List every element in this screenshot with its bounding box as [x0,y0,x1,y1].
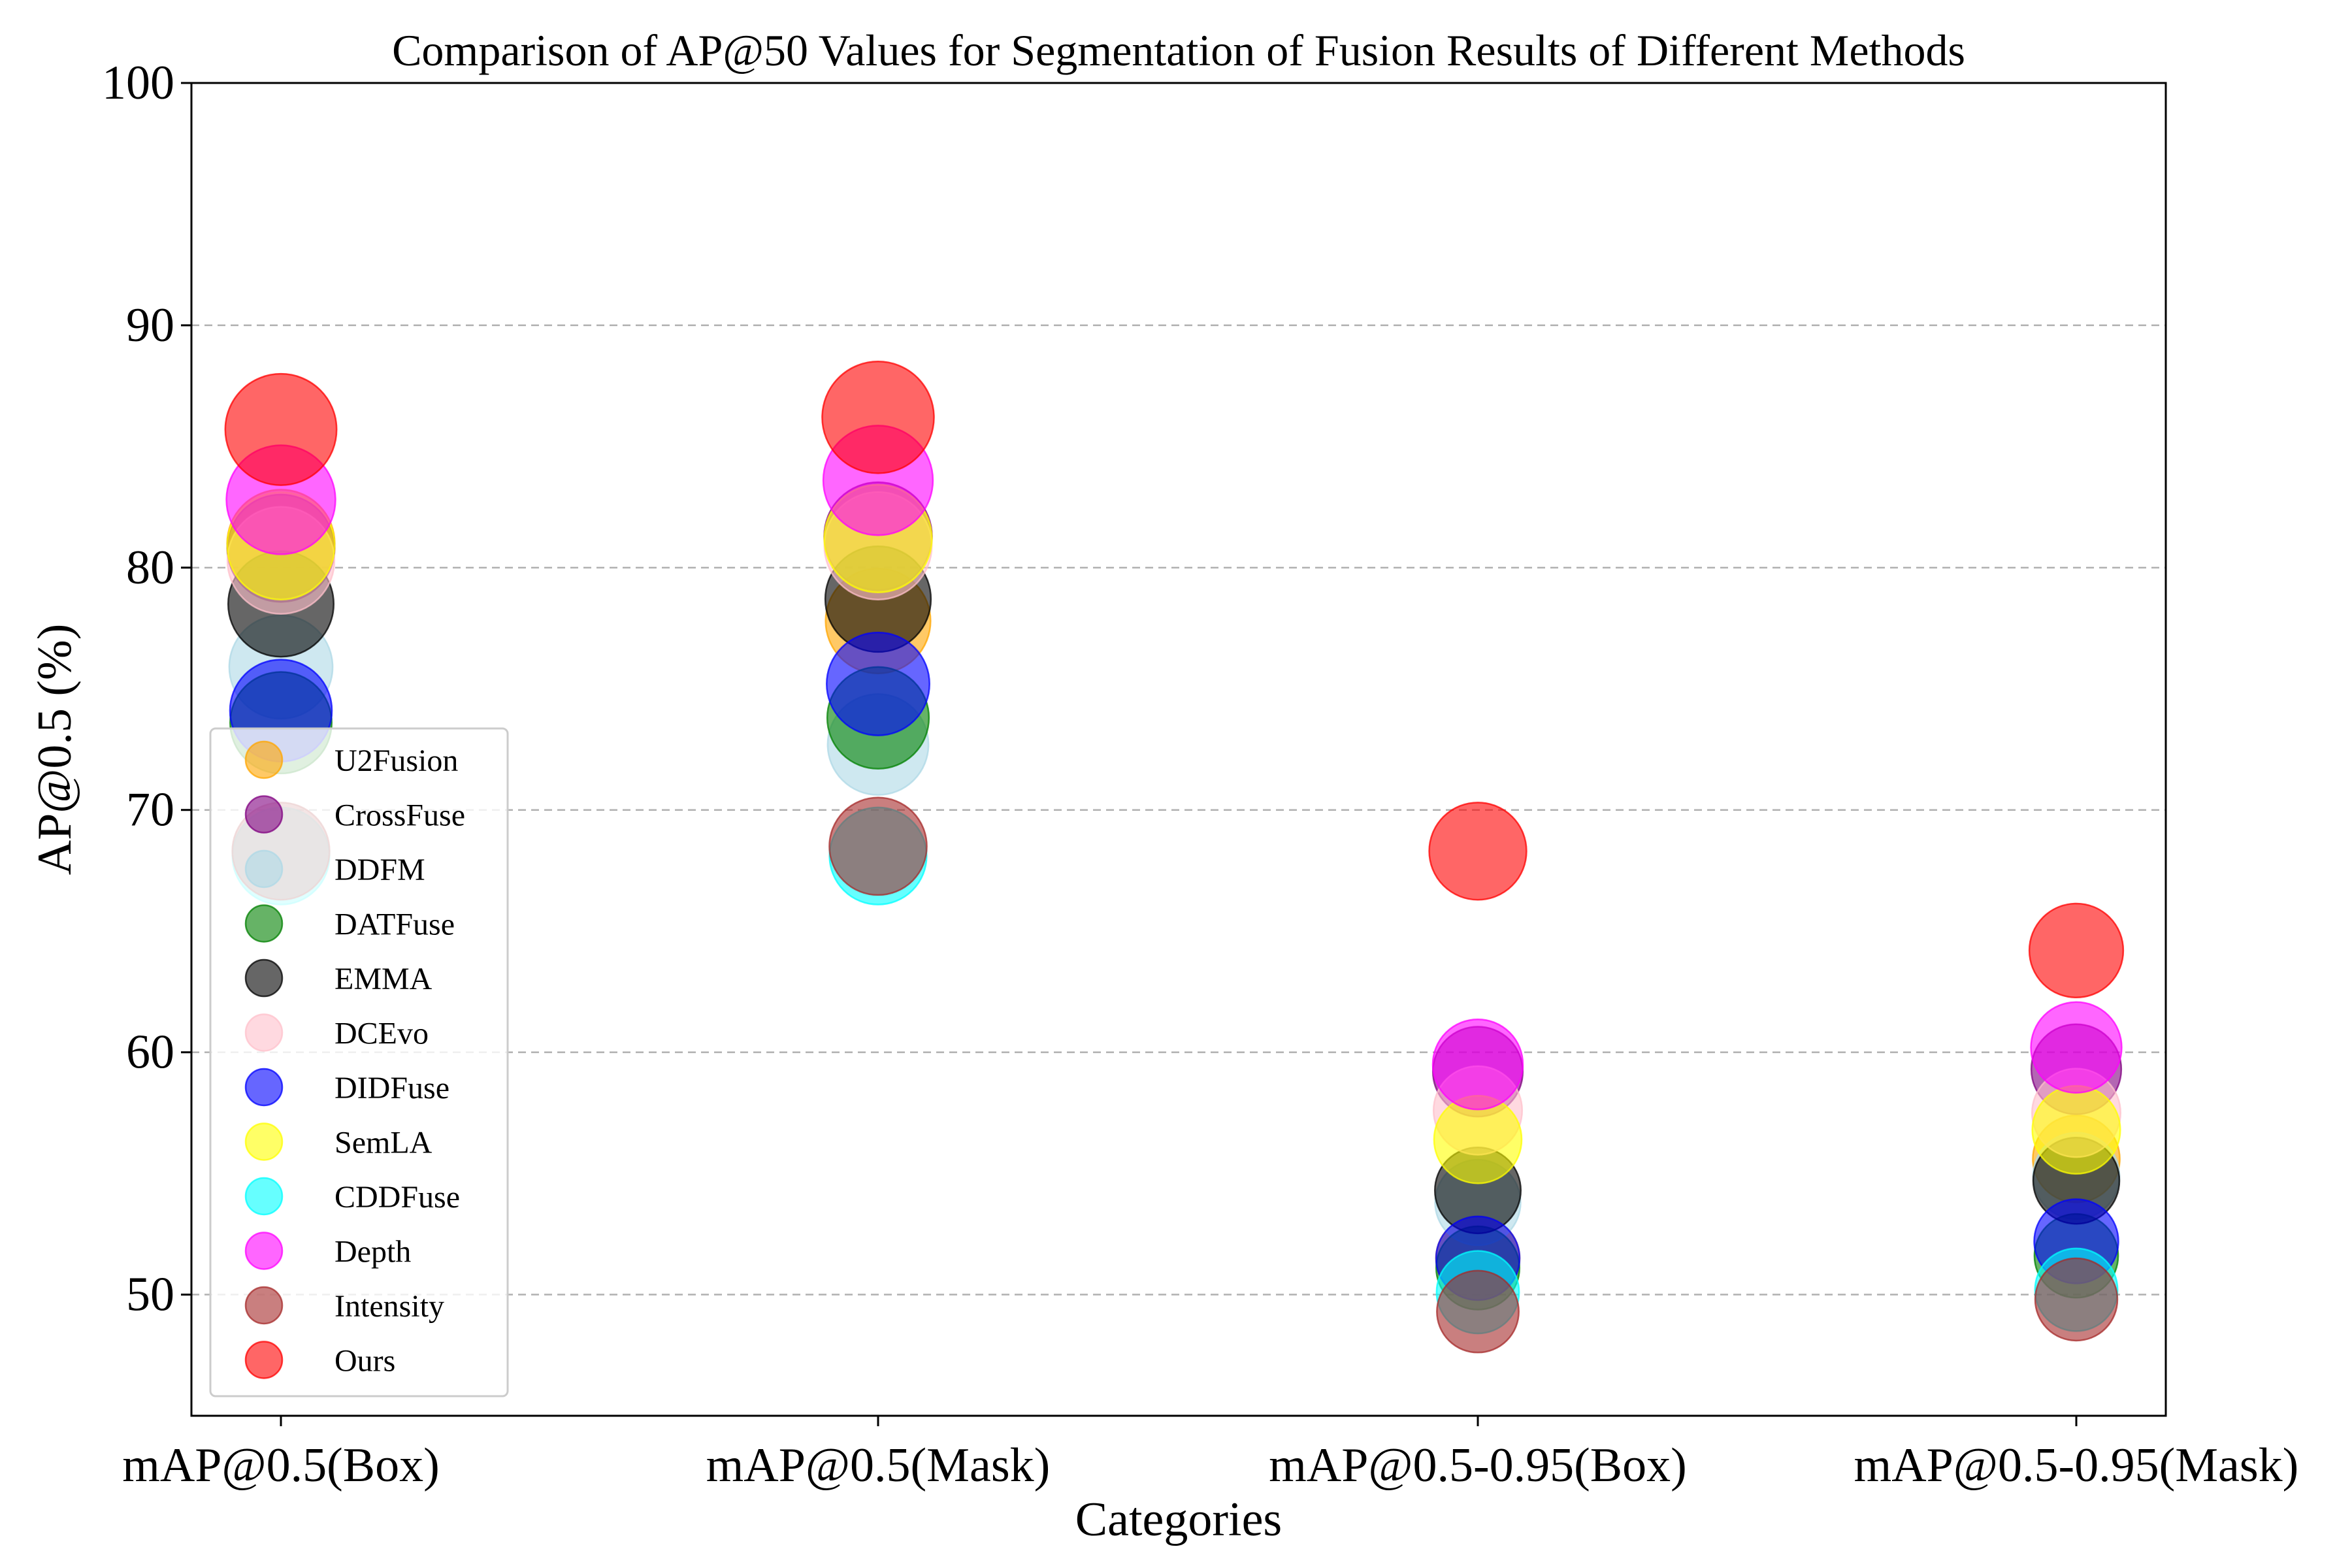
legend-item: DATFuse [244,904,455,943]
legend-label: DCEvo [335,1017,429,1051]
x-tick-label: mAP@0.5(Box) [122,1439,439,1492]
legend-label: SemLA [335,1126,433,1160]
legend-item: CDDFuse [244,1177,460,1216]
data-point [2028,902,2125,999]
legend-marker [244,1232,284,1270]
plot-frame [190,82,2167,1417]
y-tick-label: 80 [126,541,174,595]
data-point [826,631,930,736]
legend-marker [244,1286,284,1325]
legend-label: DATFuse [335,907,455,942]
series-u2fusion [226,489,2121,1301]
legend-item: CrossFuse [244,795,465,834]
legend-marker [244,740,284,779]
legend-item: SemLA [244,1122,433,1161]
y-tick-label: 70 [126,783,174,837]
series-cddfuse [231,806,2119,1335]
data-point [2034,1257,2119,1342]
data-point [828,796,928,896]
legend-label: CrossFuse [335,798,465,833]
legend-label: Depth [335,1235,411,1269]
grid-lines [191,324,2166,1296]
y-tick-label: 50 [126,1268,174,1322]
data-point [224,372,338,486]
legend-marker [244,849,284,889]
data-point [1428,802,1527,901]
legend-item: U2Fusion [244,740,458,779]
x-axis-label: Categories [1075,1493,1282,1546]
axis-ticks: 50 60 70 80 90 100 mAP@0.5(Box) mAP@0.5(Mask) mA… [102,56,2298,1492]
y-tick-label: 90 [126,299,174,352]
legend-label: EMMA [335,962,433,996]
y-axis-label: AP@0.5 (%) [28,624,82,875]
legend-marker [244,1177,284,1216]
chart-title: Comparison of AP@50 Values for Segmentat… [392,25,1965,75]
legend-label: DDFM [335,853,425,887]
legend-marker [244,958,284,998]
legend-marker [244,795,284,834]
legend-item: Intensity [244,1286,444,1325]
series-datfuse [229,666,2119,1311]
x-tick-label: mAP@0.5-0.95(Mask) [1854,1439,2299,1492]
series-emma [227,545,2121,1235]
legend-label: Intensity [335,1289,444,1324]
data-point [1436,1269,1520,1354]
series-intensity [231,796,2119,1354]
legend-item: Ours [244,1341,395,1379]
data-point [2031,1085,2121,1175]
legend-box [209,727,509,1397]
legend-marker [244,1341,284,1379]
legend-label: DIDFuse [335,1071,449,1105]
legend-marker [244,1013,284,1052]
legend-item: DCEvo [244,1013,429,1052]
series-ddfm [228,614,2121,1247]
x-tick-label: mAP@0.5-0.95(Box) [1269,1439,1687,1492]
data-point [1431,1018,1524,1111]
series-crossfuse [226,481,2123,1118]
legend-item: Depth [244,1232,411,1270]
legend-label: CDDFuse [335,1180,460,1215]
y-tick-label: 60 [126,1026,174,1079]
series-semla [226,483,2121,1184]
x-tick-label: mAP@0.5(Mask) [706,1439,1051,1492]
legend-label: U2Fusion [335,743,458,778]
legend-item: DIDFuse [244,1068,449,1107]
series-depth [225,425,2123,1111]
legend-label: Ours [335,1344,395,1379]
legend-marker [244,904,284,943]
data-point [821,361,935,474]
series-ours [224,361,2125,999]
data-markers [224,361,2125,1354]
legend-marker [244,1068,284,1107]
data-point [2030,1001,2123,1094]
legend: U2Fusion CrossFuse DDFM DATFuse EMMA DCEvo DID… [209,727,509,1397]
series-didfuse [229,631,2119,1301]
legend-item: EMMA [244,958,433,998]
legend-item: DDFM [244,849,425,889]
legend-marker [244,1122,284,1161]
series-dcevo [226,491,2121,1158]
y-tick-label: 100 [102,56,174,110]
